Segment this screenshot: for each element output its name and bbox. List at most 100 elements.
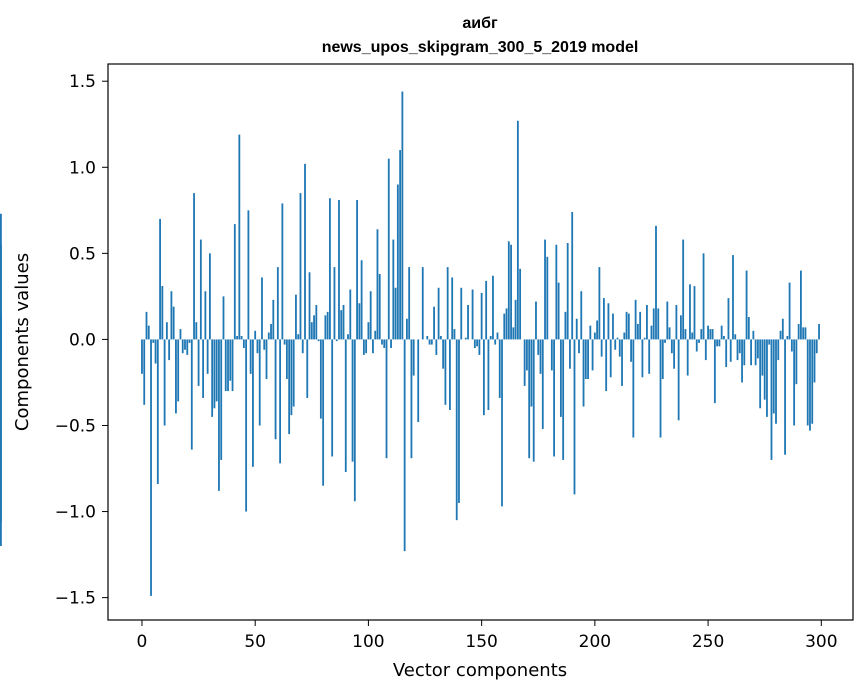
bar-266 xyxy=(743,339,746,366)
bar-227 xyxy=(655,225,657,340)
bar-223 xyxy=(646,304,648,340)
bar-137 xyxy=(451,277,454,340)
bar-219 xyxy=(636,323,639,340)
bar-130 xyxy=(435,339,438,355)
bar-166 xyxy=(516,120,519,340)
bar-247 xyxy=(700,329,703,340)
bar-4 xyxy=(150,339,152,596)
bar-169 xyxy=(523,339,526,386)
y-tick-label: −1.5 xyxy=(55,589,96,609)
bar-59 xyxy=(274,339,277,440)
bar-268 xyxy=(747,317,750,340)
bar-70 xyxy=(299,193,302,340)
bar-22 xyxy=(190,339,193,450)
bar-45 xyxy=(242,339,245,349)
bar-293 xyxy=(804,327,807,340)
bar-43 xyxy=(238,134,241,340)
bar-132 xyxy=(439,335,442,340)
bar-202 xyxy=(598,267,601,340)
bar-224 xyxy=(648,339,651,374)
bar-204 xyxy=(603,298,605,340)
bar-42 xyxy=(236,335,238,340)
bars-group xyxy=(0,91,820,596)
bar-97 xyxy=(360,260,363,340)
bar-91 xyxy=(347,334,349,340)
bar-122 xyxy=(417,339,420,423)
bar-213 xyxy=(623,332,626,340)
bar-11 xyxy=(165,322,168,340)
x-tick-label: 0 xyxy=(137,632,148,652)
bar-89 xyxy=(342,304,345,340)
bar-272 xyxy=(756,339,759,359)
bar-44 xyxy=(240,335,243,340)
bar-218 xyxy=(634,299,637,340)
bar-240 xyxy=(684,329,687,340)
bar-81 xyxy=(324,315,327,340)
bar-209 xyxy=(614,339,617,350)
bar-255 xyxy=(718,339,721,347)
x-tick-label: 250 xyxy=(692,632,724,652)
bar-254 xyxy=(716,339,719,347)
bar-256 xyxy=(720,325,723,340)
bar-193 xyxy=(578,339,580,354)
bar-182 xyxy=(553,339,555,457)
bar-2 xyxy=(145,311,148,340)
bar-15 xyxy=(175,339,177,414)
bar-186 xyxy=(562,339,565,460)
bar-33 xyxy=(215,339,218,402)
bar-249 xyxy=(704,339,707,361)
bar-9 xyxy=(161,286,164,340)
bar-60 xyxy=(276,267,279,340)
bar-19 xyxy=(184,339,186,350)
bar-93 xyxy=(351,339,354,462)
bar-124 xyxy=(421,267,424,340)
bar-194 xyxy=(580,291,583,340)
bar-75 xyxy=(310,322,313,340)
bar-37 xyxy=(224,339,227,392)
bar-5 xyxy=(152,339,155,343)
bar-235 xyxy=(673,339,676,369)
bar-208 xyxy=(612,313,614,340)
bar-279 xyxy=(772,339,775,414)
bar-179 xyxy=(546,256,549,340)
bar-297 xyxy=(813,339,816,383)
bar-24 xyxy=(195,322,198,340)
bar-87 xyxy=(338,199,340,340)
bar-146 xyxy=(471,289,474,340)
bar-156 xyxy=(494,339,497,345)
bar-102 xyxy=(372,339,374,354)
bar-135 xyxy=(446,267,449,340)
bar-229 xyxy=(659,339,662,438)
bar-277 xyxy=(768,339,771,345)
bar-158 xyxy=(498,339,501,398)
bar-117 xyxy=(406,318,408,340)
bar-207 xyxy=(609,339,612,378)
bar-263 xyxy=(736,339,739,361)
bar-210 xyxy=(616,337,619,340)
bar-176 xyxy=(539,339,542,374)
bar-138 xyxy=(453,329,456,340)
bar-200 xyxy=(593,332,596,340)
bar-295 xyxy=(809,339,811,431)
bar-120 xyxy=(412,339,415,376)
bar-299 xyxy=(818,323,820,340)
bar-192 xyxy=(575,318,578,340)
bar-131 xyxy=(437,287,440,340)
bar-148 xyxy=(476,339,479,347)
bar-241 xyxy=(686,339,689,376)
bar-98 xyxy=(362,339,365,355)
bar-61 xyxy=(279,339,281,464)
bar-64 xyxy=(285,339,288,380)
y-tick-label: −1.0 xyxy=(55,503,96,523)
bar-63 xyxy=(283,339,286,345)
bar-108 xyxy=(385,339,388,459)
bar-217 xyxy=(632,339,635,438)
bar-57 xyxy=(270,323,272,340)
x-tick-label: 100 xyxy=(352,632,384,652)
bar-239 xyxy=(682,239,685,340)
x-tick-label: 50 xyxy=(244,632,266,652)
bar-172 xyxy=(530,339,533,407)
bar-216 xyxy=(630,339,632,362)
bar-178 xyxy=(544,239,546,340)
